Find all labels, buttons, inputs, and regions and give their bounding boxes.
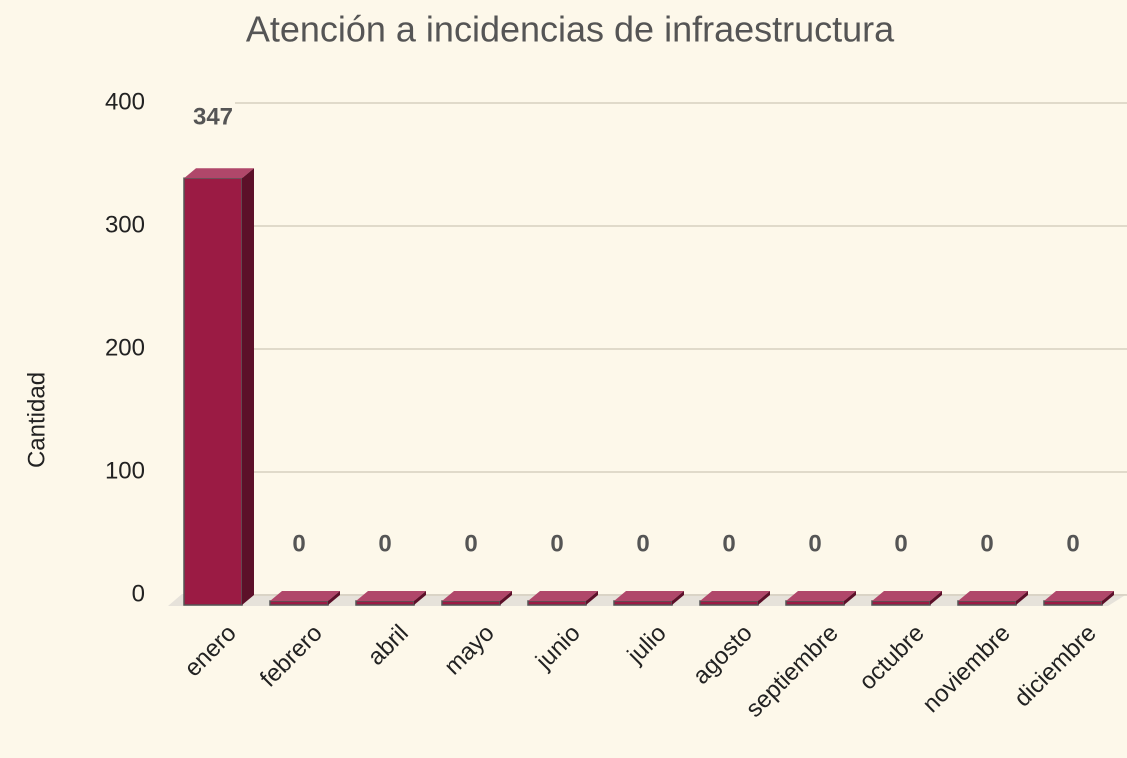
- data-label: 0: [378, 530, 391, 557]
- bar-side: [1016, 591, 1028, 605]
- data-label: 0: [980, 530, 993, 557]
- y-tick-label: 300: [105, 211, 145, 238]
- bar: [441, 600, 501, 606]
- chart-title: Atención a incidencias de infraestructur…: [246, 9, 895, 50]
- bar-top: [270, 591, 340, 601]
- bar: [1043, 600, 1103, 606]
- bar-side: [930, 591, 942, 605]
- bar-side: [242, 168, 254, 605]
- bar-side: [672, 591, 684, 605]
- bar-top: [184, 168, 254, 179]
- data-label: 0: [808, 530, 821, 557]
- data-label: 0: [636, 530, 649, 557]
- bar: [269, 600, 329, 606]
- bar: [785, 600, 845, 606]
- data-label: 0: [894, 530, 907, 557]
- bar: [527, 600, 587, 606]
- data-label: 0: [550, 530, 563, 557]
- bar-top: [614, 591, 684, 601]
- data-label: 0: [464, 530, 477, 557]
- bar-top: [872, 591, 942, 601]
- bar-top: [1044, 591, 1114, 601]
- y-axis-label: Cantidad: [23, 372, 50, 468]
- bar-side: [586, 591, 598, 605]
- bar: [957, 600, 1017, 606]
- y-tick-label: 200: [105, 334, 145, 361]
- bar-side: [500, 591, 512, 605]
- y-tick-label: 400: [105, 88, 145, 115]
- data-label: 347: [193, 104, 233, 131]
- bar: [183, 177, 243, 606]
- data-label: 0: [722, 530, 735, 557]
- y-tick-label: 100: [105, 457, 145, 484]
- bar-top: [528, 591, 598, 601]
- bar-top: [700, 591, 770, 601]
- bar: [699, 600, 759, 606]
- bar-top: [356, 591, 426, 601]
- data-label: 0: [1066, 530, 1079, 557]
- data-label: 0: [292, 530, 305, 557]
- bar-side: [328, 591, 340, 605]
- bar-side: [844, 591, 856, 605]
- bar-top: [786, 591, 856, 601]
- bar-side: [1102, 591, 1114, 605]
- bar-top: [442, 591, 512, 601]
- bar-side: [758, 591, 770, 605]
- y-tick-label: 0: [132, 580, 145, 607]
- bar: [871, 600, 931, 606]
- bar-top: [958, 591, 1028, 601]
- bar-side: [414, 591, 426, 605]
- bar: [355, 600, 415, 606]
- bar: [613, 600, 673, 606]
